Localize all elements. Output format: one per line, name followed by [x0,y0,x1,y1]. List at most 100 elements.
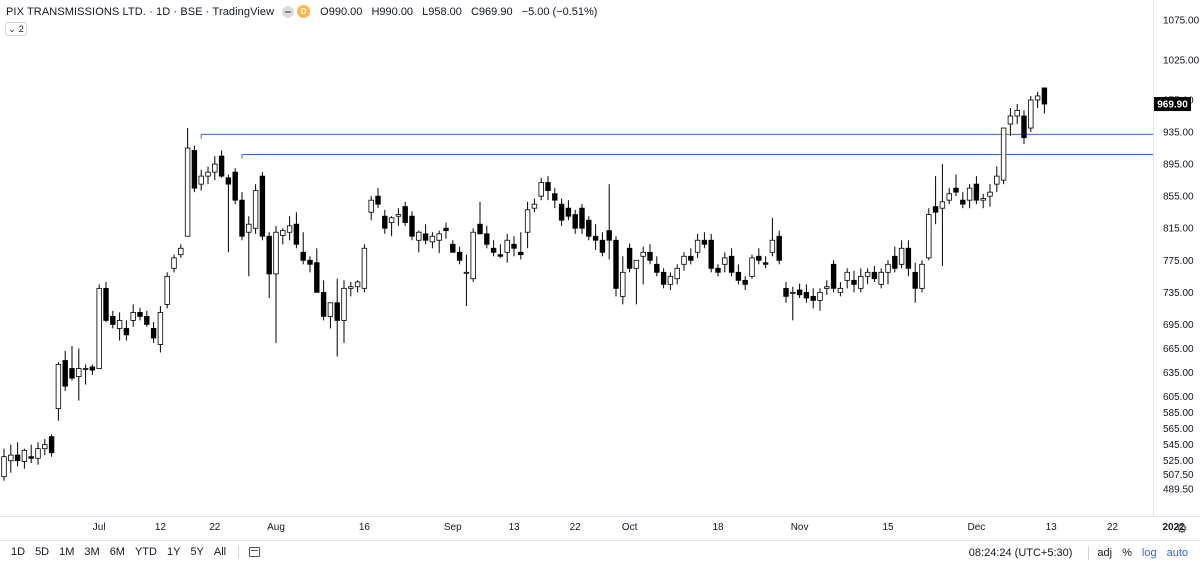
candle-down [123,328,130,336]
x-tick-label: Sep [444,522,462,533]
candle-down [592,235,599,241]
candle-up [164,275,170,305]
candle-up [184,147,191,237]
bottom-toolbar: 1D 5D 1M 3M 6M YTD 1Y 5Y All 08:24:24 (U… [0,540,1200,563]
candle-down [660,271,667,285]
candle-down [511,243,517,249]
range-5y[interactable]: 5Y [190,546,204,558]
candle-down [912,271,918,289]
candle-up [96,287,102,369]
candle-down [1021,115,1027,139]
calendar-icon[interactable] [249,547,261,557]
percent-toggle[interactable]: % [1122,546,1132,559]
x-tick-label: 22 [1107,522,1119,533]
ohlc-values: O990.00 H990.00 L958.00 C969.90 −5.00 (−… [320,6,603,18]
y-tick-label: 545.00 [1163,440,1194,451]
collapse-indicators-button[interactable]: ⌄ 2 [5,22,27,36]
adj-toggle[interactable]: adj [1097,546,1113,559]
range-1d[interactable]: 1D [11,546,26,558]
candle-down [654,263,660,273]
candle-up [348,286,354,289]
clock-time[interactable]: 08:24:24 (UTC+5:30) [968,546,1073,559]
low-label: L [422,5,429,18]
divider [1088,545,1090,560]
candle-down [973,183,980,201]
candle-down [558,203,565,221]
candle-up [246,223,252,233]
candle-up [790,291,796,294]
x-tick-label: 2022 [1162,522,1185,533]
candle-up [681,255,687,265]
candle-down [701,239,708,245]
candle-up [858,275,864,289]
candle-down [456,251,463,261]
range-all[interactable]: All [213,546,227,558]
candle-up [694,239,701,253]
candle-down [647,251,653,261]
range-1y[interactable]: 1Y [166,546,181,558]
range-5d[interactable]: 5D [35,546,50,558]
candle-down [110,316,116,325]
open-label: O [320,5,329,18]
x-tick-label: Jul [93,522,106,533]
candle-down [443,227,449,232]
candle-up [76,368,82,377]
candle-down [89,366,96,371]
candle-down [144,316,150,325]
candle-down [150,328,157,339]
candle-up [1034,95,1041,101]
dividend-badge[interactable]: D [297,5,311,18]
candle-up [388,217,395,224]
y-tick-label: 1025.00 [1163,55,1200,66]
close-label: C [470,5,479,18]
candle-up [463,271,470,274]
range-3m[interactable]: 3M [84,546,100,558]
candle-up [82,368,89,370]
candle-up [273,231,279,275]
visibility-icon[interactable] [282,5,295,18]
candle-up [157,311,164,345]
candle-down [728,255,735,273]
candle-down [613,239,619,289]
candle-up [1028,99,1034,129]
x-tick-label: 12 [155,522,167,533]
log-toggle[interactable]: log [1141,546,1157,559]
candle-up [844,271,850,281]
x-tick-label: 13 [508,522,520,533]
y-tick-label: 1075.00 [1163,15,1200,26]
range-ytd[interactable]: YTD [134,546,157,558]
y-tick-label: 525.00 [1163,456,1194,467]
gear-icon[interactable]: ⚙ [1176,521,1188,536]
candle-down [626,247,633,269]
candle-up [368,199,374,213]
candle-up [926,214,932,259]
candle-down [796,289,803,296]
candle-down [490,247,497,253]
candle-down [960,199,966,205]
candle-down [735,271,742,281]
x-tick-label: 18 [712,522,724,533]
candle-up [361,247,368,289]
candle-down [810,295,816,301]
candle-up [1007,115,1014,125]
high-label: H [371,5,380,18]
candle-down [830,263,837,289]
candle-down [300,251,306,261]
candle-down [783,287,789,297]
range-6m[interactable]: 6M [109,546,125,558]
candle-up [817,291,823,301]
candle-up [749,257,755,277]
candle-up [171,257,177,269]
auto-toggle[interactable]: auto [1166,546,1188,559]
y-tick-label: 735.00 [1163,288,1194,299]
candle-up [1,456,7,478]
candle-down [871,271,878,280]
x-tick-label: 16 [359,522,371,533]
candle-down [932,206,939,213]
range-1m[interactable]: 1M [59,546,75,558]
candle-up [946,193,952,201]
symbol-title[interactable]: PIX TRANSMISSIONS LTD. · 1D · BSE · Trad… [6,5,275,18]
candle-up [198,175,204,185]
candle-up [178,247,184,256]
